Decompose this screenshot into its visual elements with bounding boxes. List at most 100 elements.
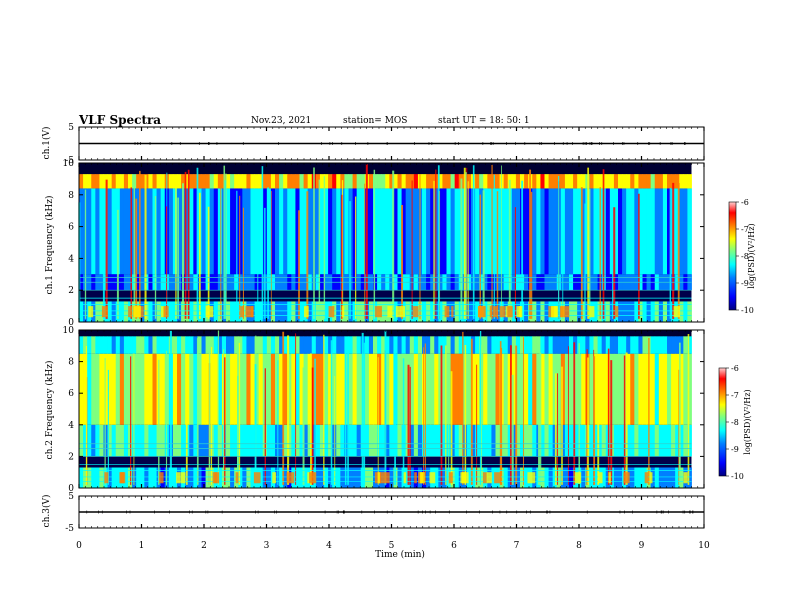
ch2-spectrogram-cell <box>328 353 333 425</box>
ch2-spectrogram-cell <box>177 336 182 354</box>
ch1-spectrogram-cell <box>136 188 141 275</box>
ch2-spectrogram-cell <box>454 336 460 354</box>
ch2-spectrogram-cell <box>181 424 186 457</box>
ch2-spectrogram-cell <box>499 336 505 354</box>
ch1-spectrogram-cell <box>254 188 260 275</box>
ch1-spectrogram-low-band-blotch <box>205 306 214 318</box>
ch1-spectrogram-cell <box>658 174 664 189</box>
ch2-spectrogram-cell <box>385 424 390 457</box>
ch2-spectrogram-cell <box>634 424 639 457</box>
ch1-spectrogram-cell <box>483 188 488 275</box>
ch2-spectrogram-cell <box>156 336 162 354</box>
ch2-spectrogram-cell <box>177 424 182 457</box>
ch2-spectrogram-cell <box>295 336 300 354</box>
ch1-spectrogram-cell <box>213 174 219 189</box>
ch1-spectrogram-cell <box>544 188 549 275</box>
ch2-spectrogram-cell <box>144 353 149 425</box>
ch2-spectrogram-cell <box>189 353 194 425</box>
ch2-spectrogram-cell <box>573 336 578 354</box>
ch1-spectrogram-cell <box>393 174 398 189</box>
ch2-spectrogram-cell <box>422 336 427 354</box>
ch1-spectrogram-cell <box>532 301 537 322</box>
ch1-spectrogram-cell <box>128 188 133 275</box>
ch2-spectrogram-cell <box>409 424 415 457</box>
ch1-spectrogram-low-band-blotch <box>101 306 108 318</box>
ch2-spectrogram-cell <box>197 424 202 457</box>
ch2-spectrogram-cell <box>364 336 370 354</box>
ch2-spectrogram-cell <box>662 353 668 425</box>
ch2-spectrogram-low-band-blotch <box>448 472 453 484</box>
ch2-spectrogram-cell <box>642 353 647 425</box>
ch2-spectrogram-cell <box>528 353 533 425</box>
ch1-spectrogram-cell <box>618 301 623 322</box>
ch2-spectrogram-cell <box>658 424 664 457</box>
ch2-spectrogram-cell <box>613 467 619 488</box>
ch2-spectrogram-cell <box>99 424 104 457</box>
ch1-spectrogram-cell <box>185 301 190 322</box>
ch2-spectrogram-cell <box>544 467 549 488</box>
ch1-spectrogram-cell <box>328 174 333 189</box>
ch2-spectrogram-cell <box>205 424 211 457</box>
ch1-spectrogram-low-band-blotch <box>559 306 564 318</box>
ch2-spectrogram-cell <box>381 353 386 425</box>
ch2-spectrogram-cell <box>356 353 362 425</box>
ch2-spectrogram-cell <box>279 336 284 354</box>
ch1-spectrogram-low-band-blotch <box>493 306 498 318</box>
ch1-spectrogram-cell <box>201 301 206 322</box>
ch2-spectrogram-cell <box>462 336 468 354</box>
ch2-spectrogram-cell <box>605 336 611 354</box>
ch2-spectrogram-cell <box>581 336 586 354</box>
ch1-spectrogram-low-band-blotch <box>615 306 619 318</box>
ch1-spectrogram-low-band-blotch <box>551 306 558 318</box>
ch1-spectrogram-cell <box>217 188 223 275</box>
ch2-spectrogram-cell <box>238 336 243 354</box>
ch2-spectrogram-cell <box>299 353 304 425</box>
ch2-spectrogram-colorbar-tick-label: -10 <box>731 472 744 481</box>
ch2-spectrogram-cell <box>503 353 509 425</box>
ch2-spectrogram-cell <box>552 353 558 425</box>
ch1-spectrogram-cell <box>156 301 162 322</box>
ch2-spectrogram-cell <box>299 467 304 488</box>
ch2-spectrogram-cell <box>348 424 353 457</box>
ch2-spectrogram-cell <box>299 424 304 457</box>
ch2-spectrogram-cell <box>483 336 488 354</box>
ch1-spectrogram-cell <box>479 174 484 189</box>
ch2-spectrogram-cell <box>254 353 260 425</box>
ch2-spectrogram-cell <box>560 467 566 488</box>
ch2-spectrogram-low-band-blotch <box>598 472 603 484</box>
ch1-spectrogram-cell <box>189 174 194 189</box>
ch2-spectrogram-cell <box>221 336 227 354</box>
ch2-spectrogram-cell <box>123 424 129 457</box>
ch2-spectrogram-cell <box>283 424 288 457</box>
ch2-spectrogram-colorbar-tick-label: -8 <box>731 418 739 427</box>
ch2-spectrogram-cell <box>434 467 439 488</box>
ch2-spectrogram-cell <box>336 336 341 354</box>
ch2-spectrogram-cell <box>172 353 178 425</box>
ch1-spectrogram-cell <box>450 174 456 189</box>
ch2-spectrogram-cell <box>136 353 141 425</box>
ch1-spectrogram-cell <box>622 301 627 322</box>
ch2-spectrogram-cell <box>397 467 402 488</box>
ch1-spectrogram-cell <box>605 174 611 189</box>
ch2-spectrogram-cell <box>552 424 558 457</box>
ch2-spectrogram-cell <box>95 424 100 457</box>
ch1-spectrogram-cell <box>119 188 125 275</box>
ch1-spectrogram-cell <box>650 301 656 322</box>
ch1-spectrogram-cell <box>250 174 255 189</box>
ch2-spectrogram-low-band-blotch <box>384 472 390 484</box>
ch2-spectrogram-cell <box>275 353 280 425</box>
ch2-spectrogram-cell <box>266 424 272 457</box>
ch2-spectrogram-cell <box>471 424 476 457</box>
ch1-spectrogram-cell <box>593 188 598 275</box>
ch2-spectrogram-cell <box>409 467 415 488</box>
ch2-spectrogram-cell <box>528 336 533 354</box>
ch2-spectrogram-cell <box>618 424 623 457</box>
ch2-spectrogram-cell <box>679 424 684 457</box>
ch1-spectrogram-cell <box>197 174 202 189</box>
ch2-spectrogram-cell <box>344 353 349 425</box>
ch2-spectrogram-cell <box>618 353 623 425</box>
ch1-spectrogram-cell <box>99 188 104 275</box>
ch2-spectrogram-cell <box>593 424 598 457</box>
ch2-spectrogram-cell <box>446 336 451 354</box>
ch2-spectrogram-cell <box>315 467 321 488</box>
